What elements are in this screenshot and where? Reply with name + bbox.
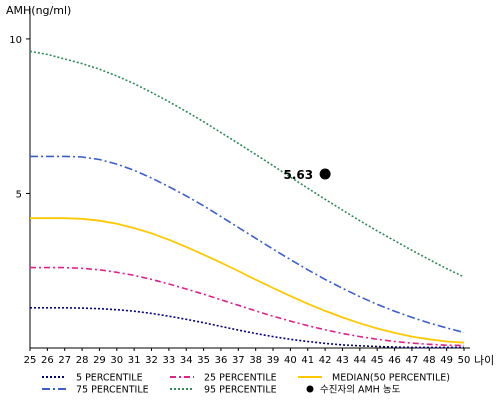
y-axis-title: AMH(ng/ml) <box>6 4 71 17</box>
series-line <box>29 50 465 278</box>
x-tick-label: 42 <box>319 355 332 366</box>
legend-label: MEDIAN(50 PERCENTILE) <box>332 373 450 384</box>
x-tick-label: 34 <box>180 355 193 366</box>
y-tick-label: 10 <box>9 35 22 46</box>
x-tick-label: 43 <box>336 355 349 366</box>
x-tick-label: 49 <box>440 355 453 366</box>
x-tick-label: 31 <box>128 355 141 366</box>
patient-point <box>319 168 331 180</box>
legend: 5 PERCENTILE 25 PERCENTILE MEDIAN(50 PERCE… <box>42 373 450 396</box>
series-layer <box>29 50 465 349</box>
series-line <box>30 266 465 347</box>
x-tick-label: 29 <box>93 355 106 366</box>
x-tick-label: 38 <box>249 355 262 366</box>
axes: 25 26 27 28 29 30 31 32 33 34 35 36 37 38 39 40 41 42 43 44… <box>6 4 494 367</box>
x-tick-label: 45 <box>371 355 384 366</box>
x-tick-label: 44 <box>353 355 366 366</box>
legend-label: 5 PERCENTILE <box>76 373 143 384</box>
legend-label: 95 PERCENTILE <box>204 385 277 396</box>
legend-label: 75 PERCENTILE <box>76 385 149 396</box>
x-tick-label: 47 <box>406 355 419 366</box>
series-line <box>30 217 465 344</box>
x-tick-label: 40 <box>284 355 297 366</box>
x-tick-label: 33 <box>163 355 176 366</box>
x-tick-label: 36 <box>215 355 228 366</box>
x-tick-label: 26 <box>41 355 54 366</box>
x-tick-label: 37 <box>232 355 245 366</box>
series-line <box>30 306 464 349</box>
x-tick-label: 50 <box>458 355 471 366</box>
point-layer: 5.63 <box>284 168 331 182</box>
legend-label: 수진자의 AMH 농도 <box>320 385 401 396</box>
patient-point-label: 5.63 <box>284 168 314 182</box>
legend-label: 25 PERCENTILE <box>204 373 277 384</box>
x-axis-title: 나이 <box>474 354 494 367</box>
x-tick-label: 46 <box>388 355 401 366</box>
x-tick-label: 28 <box>76 355 89 366</box>
series-line <box>30 155 465 334</box>
x-tick-label: 48 <box>423 355 436 366</box>
x-tick-label: 30 <box>110 355 123 366</box>
x-tick-label: 39 <box>267 355 280 366</box>
x-tick-label: 32 <box>145 355 158 366</box>
x-tick-label: 35 <box>197 355 210 366</box>
x-tick-label: 41 <box>301 355 314 366</box>
legend-marker <box>306 385 314 393</box>
x-tick-label: 27 <box>58 355 71 366</box>
x-tick-label: 25 <box>24 355 37 366</box>
y-tick-label: 5 <box>16 189 22 200</box>
